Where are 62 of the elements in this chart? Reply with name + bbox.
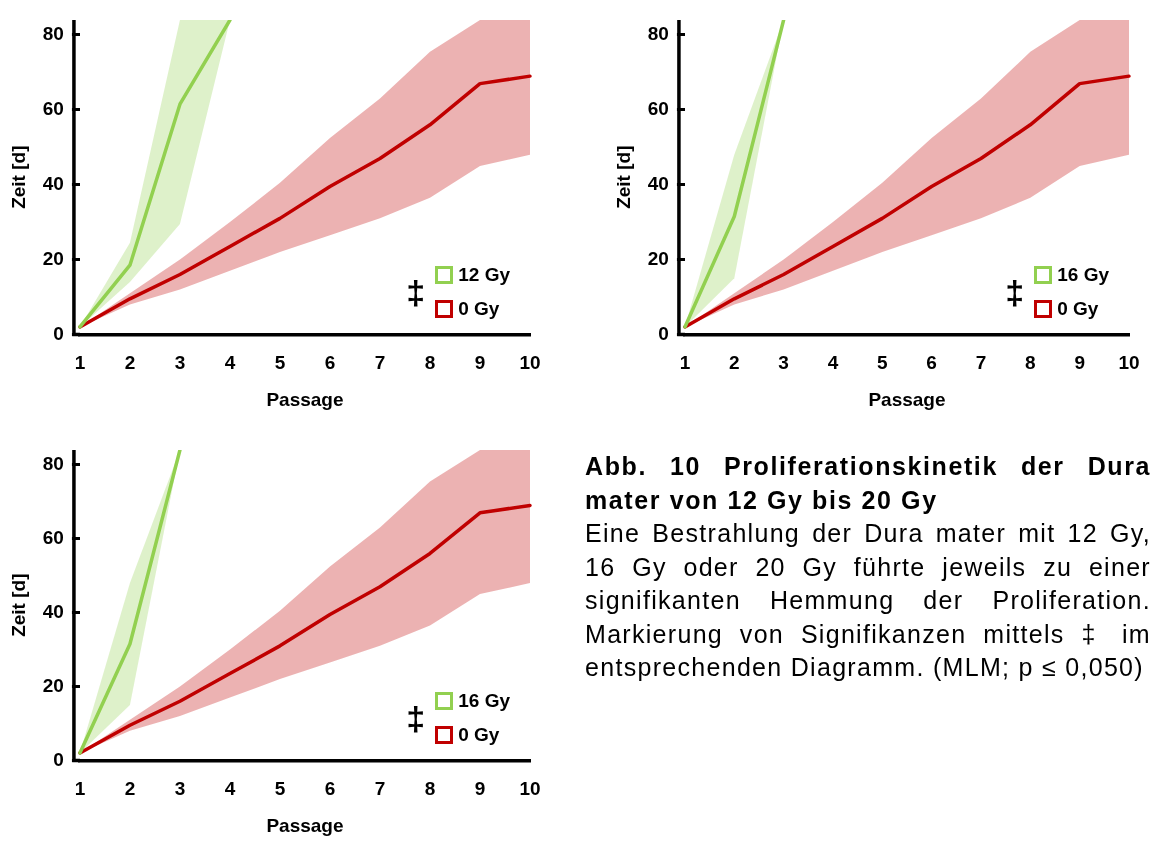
x-tick-label: 4 bbox=[224, 352, 236, 374]
y-axis-title: Zeit [d] bbox=[7, 145, 29, 209]
x-tick-label: 10 bbox=[519, 352, 541, 374]
y-axis-title: Zeit [d] bbox=[612, 145, 634, 209]
x-tick-label: 9 bbox=[474, 778, 486, 800]
y-tick-label: 0 bbox=[658, 322, 669, 344]
y-tick-label: 60 bbox=[42, 526, 64, 548]
x-tick-label: 2 bbox=[728, 352, 740, 374]
x-tick-label: 8 bbox=[424, 778, 436, 800]
annotation: ‡ bbox=[1005, 273, 1025, 311]
x-tick-label: 5 bbox=[877, 352, 889, 374]
x-tick-label: 1 bbox=[74, 778, 86, 800]
y-tick-label: 40 bbox=[647, 172, 669, 194]
x-tick-label: 10 bbox=[519, 778, 541, 800]
y-tick-label: 20 bbox=[647, 247, 669, 269]
x-tick-label: 6 bbox=[324, 778, 336, 800]
legend-label: 16 Gy bbox=[1057, 264, 1109, 286]
x-tick-label: 2 bbox=[124, 352, 136, 374]
y-tick-label: 40 bbox=[42, 172, 64, 194]
y-tick-label: 80 bbox=[42, 453, 64, 475]
y-tick-label: 60 bbox=[42, 98, 64, 120]
x-tick-label: 7 bbox=[374, 352, 386, 374]
x-tick-label: 10 bbox=[1118, 352, 1140, 374]
x-axis-title: Passage bbox=[266, 814, 344, 836]
y-tick-label: 80 bbox=[647, 23, 669, 45]
x-axis-title: Passage bbox=[266, 388, 344, 410]
legend-label: 12 Gy bbox=[458, 264, 510, 286]
y-tick-label: 80 bbox=[42, 23, 64, 45]
y-tick-label: 20 bbox=[42, 247, 64, 269]
x-tick-label: 9 bbox=[1074, 352, 1085, 374]
x-tick-label: 8 bbox=[1025, 352, 1036, 374]
y-tick-label: 60 bbox=[647, 98, 669, 120]
y-tick-label: 20 bbox=[42, 674, 64, 696]
x-tick-label: 7 bbox=[975, 352, 987, 374]
x-tick-label: 3 bbox=[778, 352, 789, 374]
x-tick-label: 5 bbox=[274, 778, 286, 800]
x-tick-label: 3 bbox=[174, 352, 186, 374]
text: Eine Bestrahlung der Dura mater mit 12 Gy, 16 Gy oder 20 Gy führte jeweils zu einer signifikanten Hemmung der Proliferation. Markierung von Signifikanzen mittels ‡ im entsprechenden Diagramm. (MLM; p ≤ 0,050) bbox=[585, 518, 1151, 683]
x-tick-label: 6 bbox=[324, 352, 336, 374]
x-tick-label: 3 bbox=[174, 778, 186, 800]
legend-label: 0 Gy bbox=[458, 724, 500, 746]
x-tick-label: 1 bbox=[679, 352, 691, 374]
legend-label: 16 Gy bbox=[458, 690, 510, 712]
y-tick-label: 0 bbox=[53, 322, 64, 344]
annotation: ‡ bbox=[406, 699, 426, 737]
x-tick-label: 9 bbox=[474, 352, 486, 374]
text: Abb. 10 Proliferationskinetik der Dura mater von 12 Gy bis 20 Gy bbox=[585, 451, 1151, 516]
y-axis-title: Zeit [d] bbox=[7, 573, 29, 637]
x-tick-label: 1 bbox=[74, 352, 86, 374]
y-tick-label: 40 bbox=[42, 600, 64, 622]
x-tick-label: 7 bbox=[374, 778, 386, 800]
y-tick-label: 0 bbox=[53, 748, 64, 770]
x-tick-label: 2 bbox=[124, 778, 136, 800]
x-tick-label: 8 bbox=[424, 352, 436, 374]
x-tick-label: 6 bbox=[926, 352, 937, 374]
annotation: ‡ bbox=[406, 273, 426, 311]
x-tick-label: 5 bbox=[274, 352, 286, 374]
legend-label: 0 Gy bbox=[458, 298, 500, 320]
x-tick-label: 4 bbox=[827, 352, 839, 374]
legend-label: 0 Gy bbox=[1057, 298, 1099, 320]
x-tick-label: 4 bbox=[224, 778, 236, 800]
x-axis-title: Passage bbox=[868, 388, 946, 410]
